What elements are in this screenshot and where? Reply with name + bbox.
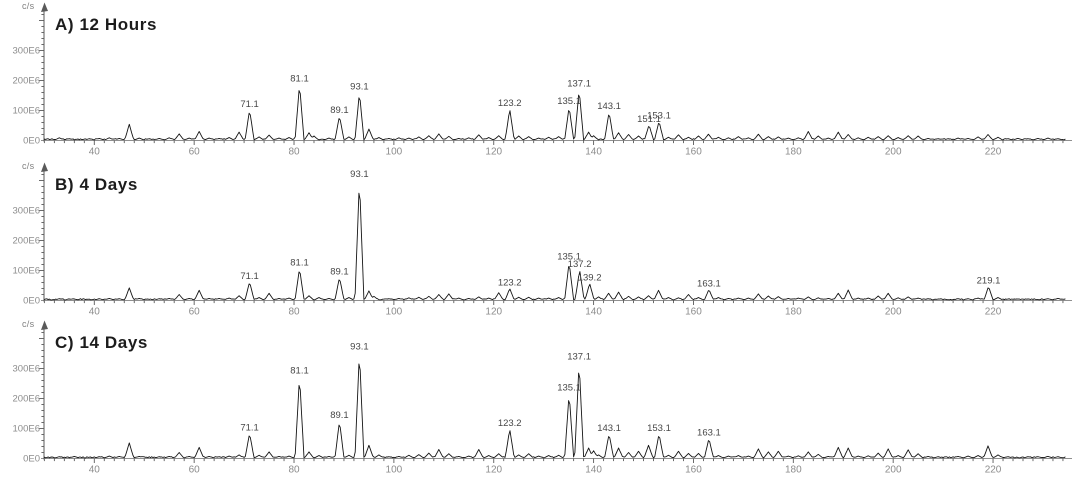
x-tick-label: 40: [89, 465, 101, 476]
peak-label: 89.1: [330, 410, 349, 421]
x-tick-label: 120: [485, 307, 502, 318]
peak-label: 143.1: [597, 101, 621, 112]
spectrum-trace: [43, 363, 1066, 459]
panel-c-14-days: c/s C) 14 Days 0E0 100E6 200E6 300E6 40 60 80 1…: [0, 318, 1080, 477]
x-tick-label: 140: [585, 465, 602, 476]
spectrum-plot-a: 0E0 100E6 200E6 300E6 40 60 80 100 120 140 160 180 2…: [13, 2, 1072, 158]
y-tick-label: 300E6: [13, 46, 40, 57]
y-tick-label: 100E6: [13, 106, 40, 117]
peak-label: 71.1: [240, 422, 259, 433]
y-axis-arrow-icon: [41, 320, 48, 330]
x-tick-label: 80: [288, 307, 300, 318]
peak-label: 89.1: [330, 266, 349, 277]
peak-label: 123.2: [498, 418, 522, 429]
y-axis-arrow-icon: [41, 162, 48, 172]
axes: 0E0 100E6 200E6 300E6 40 60 80 100 120 140 160 180 2…: [13, 2, 1072, 158]
panel-title-a: A) 12 Hours: [55, 15, 158, 34]
peak-label: 163.1: [697, 427, 721, 438]
spectrum-trace: [43, 90, 1066, 141]
peak-labels: 71.1 81.1 89.1 93.1 123.2 135.1 137.1 143.1 153.…: [240, 341, 720, 438]
panel-title-c: C) 14 Days: [55, 333, 148, 352]
peak-label: 123.2: [498, 278, 522, 289]
y-axis-unit-label: c/s: [22, 1, 35, 11]
peak-label: 81.1: [290, 365, 309, 376]
x-tick-label: 140: [585, 147, 602, 158]
peak-label: 135.1: [557, 382, 581, 393]
peak-label: 89.1: [330, 105, 349, 116]
panel-a-12-hours: c/s A) 12 Hours 0E0 100E6 200E6 300E6 40 60 80…: [0, 0, 1080, 159]
peak-label: 93.1: [350, 169, 369, 180]
peak-label: 123.2: [498, 98, 522, 109]
y-tick-label: 100E6: [13, 266, 40, 277]
panel-b-4-days: c/s B) 4 Days 0E0 100E6 200E6 300E6 40 60 80 10…: [0, 160, 1080, 319]
x-tick-label: 180: [785, 465, 802, 476]
y-tick-label: 100E6: [13, 424, 40, 435]
x-tick-label: 160: [685, 147, 702, 158]
peak-label: 219.1: [977, 275, 1001, 286]
x-tick-label: 180: [785, 307, 802, 318]
peak-label: 135.1: [557, 251, 581, 262]
x-tick-label: 120: [485, 147, 502, 158]
y-axis-unit-label: c/s: [22, 319, 35, 329]
peak-label: 139.2: [578, 272, 602, 283]
x-tick-label: 40: [89, 147, 101, 158]
peak-label: 151.1: [637, 114, 661, 125]
peak-label: 153.1: [647, 423, 671, 434]
y-tick-label: 200E6: [13, 394, 40, 405]
peak-label: 135.1: [557, 96, 581, 107]
x-tick-label: 60: [189, 147, 201, 158]
x-tick-label: 180: [785, 147, 802, 158]
x-tick-label: 40: [89, 307, 101, 318]
x-tick-label: 200: [885, 465, 902, 476]
peak-label: 163.1: [697, 278, 721, 289]
x-tick-label: 120: [485, 465, 502, 476]
x-tick-label: 200: [885, 307, 902, 318]
peak-label: 93.1: [350, 82, 369, 93]
peak-label: 137.1: [567, 79, 591, 90]
x-tick-label: 160: [685, 465, 702, 476]
y-axis-unit-label: c/s: [22, 161, 35, 171]
x-tick-label: 160: [685, 307, 702, 318]
axes: 0E0 100E6 200E6 300E6 40 60 80 100 120 140 160 180 2…: [13, 162, 1072, 318]
x-tick-label: 220: [985, 307, 1002, 318]
x-tick-label: 60: [189, 307, 201, 318]
peak-label: 81.1: [290, 73, 309, 84]
y-tick-label: 0E0: [23, 136, 40, 147]
peak-label: 153.1: [647, 110, 671, 121]
y-tick-label: 300E6: [13, 206, 40, 217]
x-tick-label: 100: [386, 465, 403, 476]
y-tick-label: 0E0: [23, 454, 40, 465]
y-tick-label: 200E6: [13, 76, 40, 87]
y-axis-arrow-icon: [41, 2, 48, 12]
peak-label: 71.1: [240, 99, 259, 110]
y-tick-label: 300E6: [13, 364, 40, 375]
peak-label: 71.1: [240, 271, 259, 282]
x-tick-label: 100: [386, 307, 403, 318]
peak-label: 137.2: [568, 259, 592, 270]
x-tick-label: 200: [885, 147, 902, 158]
x-tick-label: 220: [985, 147, 1002, 158]
x-tick-label: 220: [985, 465, 1002, 476]
peak-label: 81.1: [290, 257, 309, 268]
x-tick-label: 140: [585, 307, 602, 318]
spectrum-plot-b: 0E0 100E6 200E6 300E6 40 60 80 100 120 140 160 180 2…: [13, 162, 1072, 318]
y-tick-label: 0E0: [23, 296, 40, 307]
peak-label: 143.1: [597, 423, 621, 434]
x-tick-label: 80: [288, 465, 300, 476]
x-tick-label: 60: [189, 465, 201, 476]
x-tick-label: 100: [386, 147, 403, 158]
axes: 0E0 100E6 200E6 300E6 40 60 80 100 120 140 160 180 2…: [13, 320, 1072, 476]
peak-label: 93.1: [350, 341, 369, 352]
peak-label: 137.1: [567, 352, 591, 363]
x-tick-label: 80: [288, 147, 300, 158]
y-tick-label: 200E6: [13, 236, 40, 247]
spectrum-trace: [43, 192, 1066, 301]
peak-labels: 71.1 81.1 89.1 93.1 123.2 135.1 137.1 143.1 151.…: [240, 73, 671, 125]
spectrum-plot-c: 0E0 100E6 200E6 300E6 40 60 80 100 120 140 160 180 2…: [13, 320, 1072, 476]
panel-title-b: B) 4 Days: [55, 175, 138, 194]
